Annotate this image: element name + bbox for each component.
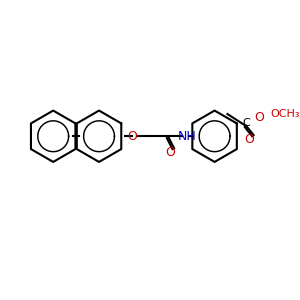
Text: O: O	[244, 134, 254, 146]
Text: O: O	[255, 111, 264, 124]
Text: OCH₃: OCH₃	[271, 109, 300, 119]
Text: C: C	[243, 118, 250, 128]
Text: O: O	[127, 130, 137, 143]
Text: O: O	[166, 146, 176, 159]
Text: NH: NH	[178, 130, 196, 143]
